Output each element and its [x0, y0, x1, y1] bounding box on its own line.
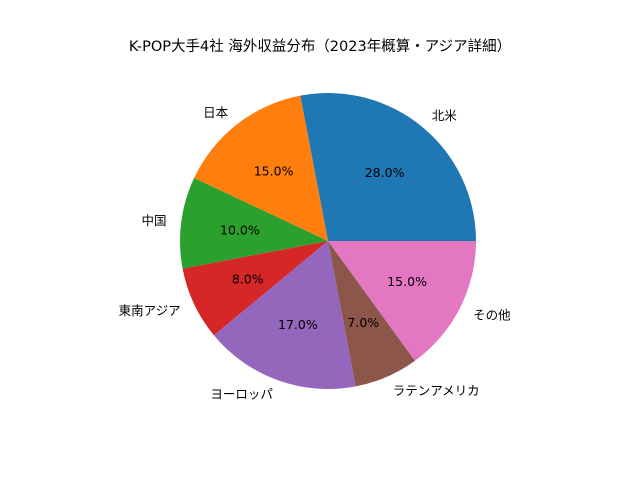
- slice-category-label: 北米: [432, 108, 458, 123]
- pie-slices: [179, 92, 476, 390]
- pie-labels: 28.0% 北米 15.0% 日本 10.0% 中国 8.0% 東南アジア 17.0% ヨーロッパ…: [119, 105, 511, 402]
- pie-slice: [182, 241, 328, 336]
- slice-category-label: ラテンアメリカ: [393, 383, 480, 398]
- pie-slice: [328, 241, 476, 361]
- pie-slice: [213, 241, 356, 390]
- slice-percent-label: 7.0%: [347, 315, 379, 330]
- pie-slice: [300, 92, 476, 241]
- slice-category-label: 日本: [203, 105, 229, 120]
- chart-title: K-POP大手4社 海外収益分布（2023年概算・アジア詳細）: [129, 38, 511, 55]
- slice-percent-label: 8.0%: [232, 271, 264, 286]
- slice-percent-label: 15.0%: [254, 163, 294, 178]
- pie-slice: [328, 241, 415, 387]
- slice-percent-label: 28.0%: [365, 165, 405, 180]
- pie-slice: [194, 95, 328, 242]
- slice-percent-label: 10.0%: [220, 222, 260, 237]
- slice-percent-label: 15.0%: [387, 274, 427, 289]
- slice-category-label: ヨーロッパ: [210, 387, 273, 402]
- slice-category-label: 中国: [141, 213, 166, 228]
- slice-percent-label: 17.0%: [278, 317, 318, 332]
- slice-category-label: 東南アジア: [119, 303, 181, 318]
- slice-category-label: その他: [473, 307, 511, 322]
- pie-slice: [179, 177, 328, 269]
